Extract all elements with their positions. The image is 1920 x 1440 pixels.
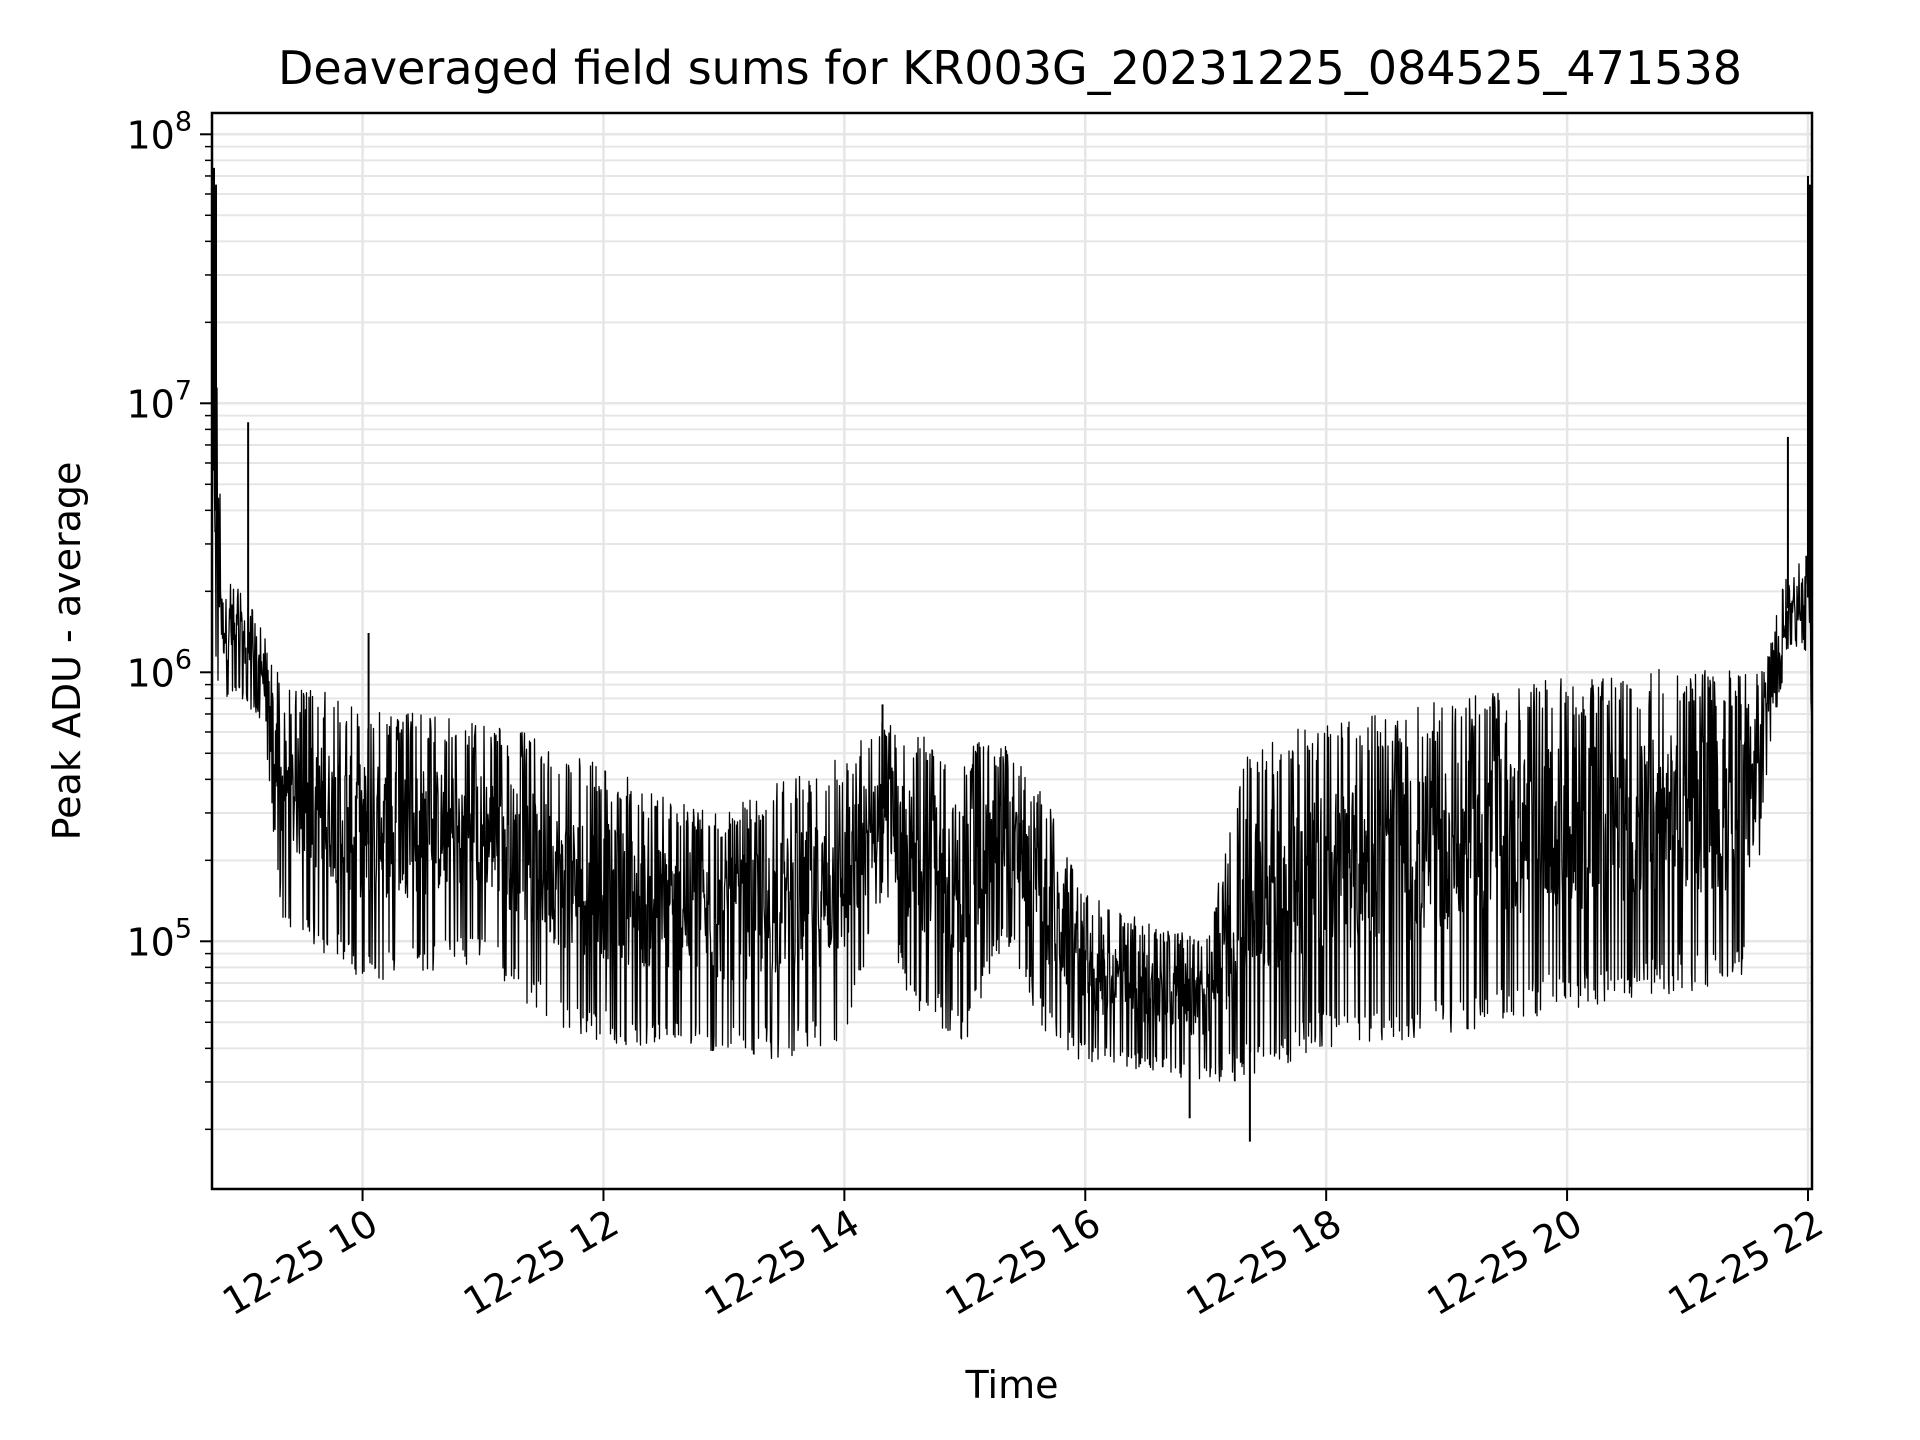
x-axis-label: Time (965, 1363, 1059, 1407)
y-tick-exponent: 6 (175, 644, 192, 675)
plot-area (210, 111, 1814, 1191)
plot-background (212, 113, 1812, 1189)
plot-frame (210, 111, 1814, 1191)
minor-gridlines (212, 145, 1812, 1131)
y-axis-label: Peak ADU - average (45, 462, 89, 841)
y-tick-exponent: 7 (175, 375, 192, 406)
chart-title: Deaveraged field sums for KR003G_2023122… (278, 41, 1742, 95)
y-tick-label: 105 (126, 913, 192, 964)
series-line (211, 281, 1813, 1082)
y-tick-exponent: 8 (175, 106, 192, 137)
y-tick-exponent: 5 (175, 913, 192, 944)
